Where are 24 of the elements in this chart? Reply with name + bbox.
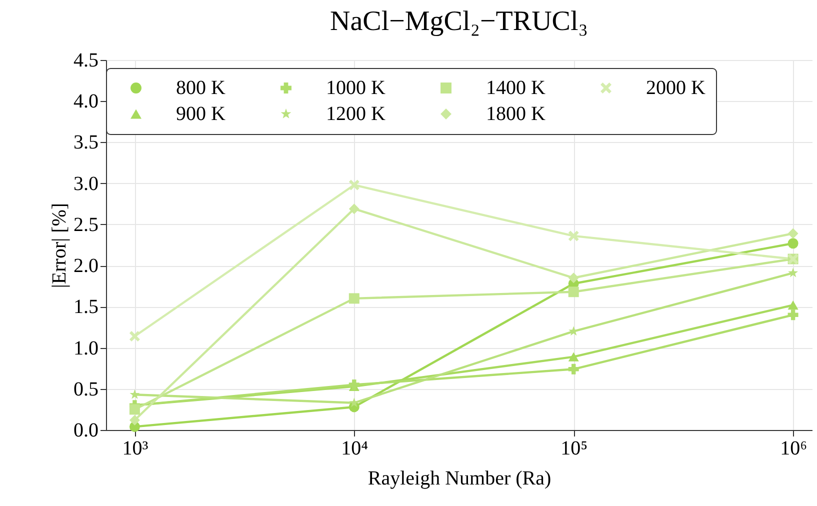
y-tick-label: 4.5	[74, 50, 98, 72]
y-tick-label: 0.5	[74, 378, 98, 400]
legend-label: 1800 K	[486, 103, 546, 125]
legend-label: 900 K	[176, 103, 226, 125]
legend-label: 1400 K	[486, 77, 546, 99]
x-tick-label: 10⁶	[780, 438, 808, 460]
y-tick-label: 2.0	[74, 255, 98, 278]
y-tick-label: 1.0	[74, 337, 98, 360]
x-tick-label: 10³	[122, 438, 148, 460]
x-tick-label: 10⁵	[560, 438, 588, 460]
x-tick-label: 10⁴	[341, 438, 368, 460]
legend-label: 2000 K	[646, 77, 706, 99]
y-tick-label: 2.5	[74, 214, 98, 236]
y-tick-label: 1.5	[74, 296, 98, 318]
y-tick-label: 3.0	[74, 172, 98, 195]
y-tick-label: 3.5	[74, 132, 98, 154]
x-axis-title: Rayleigh Number (Ra)	[368, 468, 552, 490]
y-tick-label: 4.0	[74, 90, 98, 113]
chart-title: NaCl−MgCl₂−TRUCl₃	[330, 6, 588, 37]
legend-label: 800 K	[176, 77, 226, 99]
legend-label: 1200 K	[326, 103, 386, 125]
legend-label: 1000 K	[326, 77, 386, 99]
y-tick-label: 0.0	[74, 420, 98, 442]
y-axis-title: |Error| [%]	[48, 202, 70, 288]
